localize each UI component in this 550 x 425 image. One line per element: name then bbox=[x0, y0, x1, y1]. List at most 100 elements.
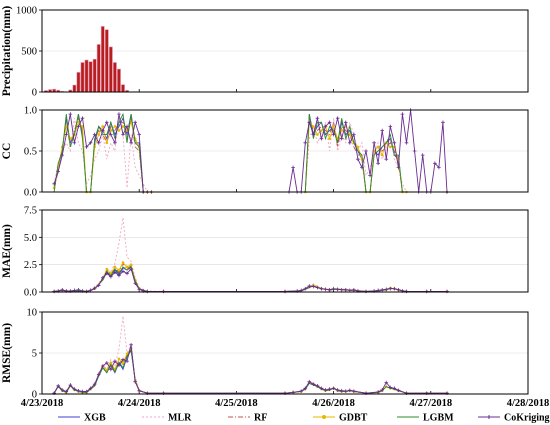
data-point bbox=[433, 161, 437, 166]
legend-label: RF bbox=[254, 413, 267, 424]
data-point bbox=[68, 112, 73, 116]
data-point bbox=[113, 141, 117, 145]
data-point bbox=[121, 269, 125, 274]
legend-label: LGBM bbox=[423, 413, 454, 424]
data-point bbox=[52, 289, 56, 294]
y-axis-label: MAE(mm) bbox=[1, 224, 13, 278]
legend-label: MLR bbox=[168, 413, 192, 424]
data-point bbox=[339, 288, 344, 292]
data-point bbox=[72, 387, 77, 391]
data-point bbox=[348, 141, 352, 145]
rmse-panel: 0 5 10 RMSE(mm) bbox=[1, 308, 529, 401]
data-point bbox=[52, 182, 56, 186]
precipitation-bar bbox=[112, 62, 117, 93]
data-point bbox=[356, 157, 360, 161]
data-point bbox=[133, 281, 137, 286]
data-point bbox=[109, 129, 113, 132]
y-tick-label: 5 bbox=[32, 349, 37, 360]
data-point bbox=[299, 389, 303, 393]
data-point bbox=[319, 286, 324, 291]
data-point bbox=[340, 129, 344, 132]
data-point bbox=[396, 388, 401, 393]
legend-label: GDBT bbox=[339, 413, 368, 424]
data-point bbox=[129, 267, 133, 271]
series-line-rf bbox=[53, 347, 447, 394]
data-point bbox=[396, 288, 401, 292]
y-axis-label: Precipitation(mm) bbox=[1, 6, 13, 97]
data-point bbox=[389, 145, 392, 149]
data-point bbox=[356, 145, 360, 149]
data-point bbox=[348, 133, 352, 136]
data-point bbox=[412, 149, 417, 153]
data-point bbox=[380, 153, 384, 157]
precipitation-bar bbox=[108, 46, 113, 93]
precipitation-bar bbox=[80, 62, 85, 93]
data-point bbox=[137, 388, 141, 393]
data-point bbox=[328, 137, 331, 140]
data-point bbox=[125, 124, 129, 129]
data-point bbox=[327, 387, 332, 391]
data-point bbox=[320, 129, 323, 132]
data-point bbox=[392, 286, 397, 291]
data-point bbox=[291, 165, 295, 170]
data-point bbox=[125, 359, 129, 363]
data-point bbox=[105, 141, 109, 145]
data-point bbox=[388, 286, 393, 291]
data-point bbox=[80, 389, 85, 394]
precipitation-bar bbox=[117, 68, 121, 93]
series-line-xgb bbox=[53, 349, 447, 394]
data-point bbox=[88, 386, 93, 391]
data-point bbox=[117, 273, 121, 278]
x-date-label: 4/27/2018 bbox=[410, 398, 453, 409]
data-point bbox=[100, 364, 105, 368]
legend-label: XGB bbox=[84, 413, 106, 424]
data-point bbox=[129, 263, 133, 266]
series-xgb bbox=[53, 114, 447, 193]
data-point bbox=[121, 361, 125, 365]
data-point bbox=[145, 289, 150, 294]
series-rf bbox=[53, 347, 447, 394]
data-point bbox=[372, 141, 376, 145]
precipitation-bar bbox=[72, 84, 77, 93]
data-point bbox=[420, 153, 425, 157]
x-date-label: 4/28/2018 bbox=[507, 398, 550, 409]
data-point bbox=[445, 289, 449, 294]
data-point bbox=[400, 112, 405, 116]
data-point bbox=[72, 141, 77, 145]
data-point bbox=[56, 384, 60, 388]
legend-marker bbox=[322, 415, 326, 419]
series-cokriging bbox=[52, 267, 449, 294]
x-date-label: 4/23/2018 bbox=[21, 398, 64, 409]
data-point bbox=[60, 288, 65, 292]
data-point bbox=[121, 132, 125, 137]
data-point bbox=[109, 274, 113, 279]
data-point bbox=[323, 124, 328, 129]
data-point bbox=[76, 288, 81, 292]
data-point bbox=[303, 141, 308, 145]
precipitation-bar bbox=[121, 84, 125, 93]
legend-marker bbox=[487, 415, 491, 419]
data-point bbox=[384, 380, 389, 385]
data-point bbox=[77, 121, 80, 124]
series-line-cokriging bbox=[53, 344, 447, 394]
legend-item-cokriging: CoKriging bbox=[478, 413, 550, 424]
series-line-mlr bbox=[53, 118, 447, 193]
data-point bbox=[76, 124, 81, 129]
y-tick-label: 1.0 bbox=[24, 106, 37, 117]
y-tick-label: 5.0 bbox=[24, 233, 37, 244]
data-point bbox=[307, 284, 312, 288]
data-point bbox=[133, 379, 137, 384]
data-point bbox=[80, 116, 85, 120]
x-axis-date-labels: 4/23/2018 4/24/2018 4/25/2018 4/26/2018 4/27… bbox=[21, 398, 550, 409]
data-point bbox=[65, 125, 68, 128]
data-point bbox=[84, 389, 89, 394]
panel-frame bbox=[41, 109, 529, 193]
series-mlr bbox=[53, 316, 447, 394]
data-point bbox=[84, 289, 89, 294]
data-point bbox=[117, 268, 121, 272]
data-point bbox=[335, 116, 340, 120]
data-point bbox=[121, 357, 125, 362]
data-point bbox=[364, 289, 368, 294]
x-date-label: 4/26/2018 bbox=[312, 398, 355, 409]
